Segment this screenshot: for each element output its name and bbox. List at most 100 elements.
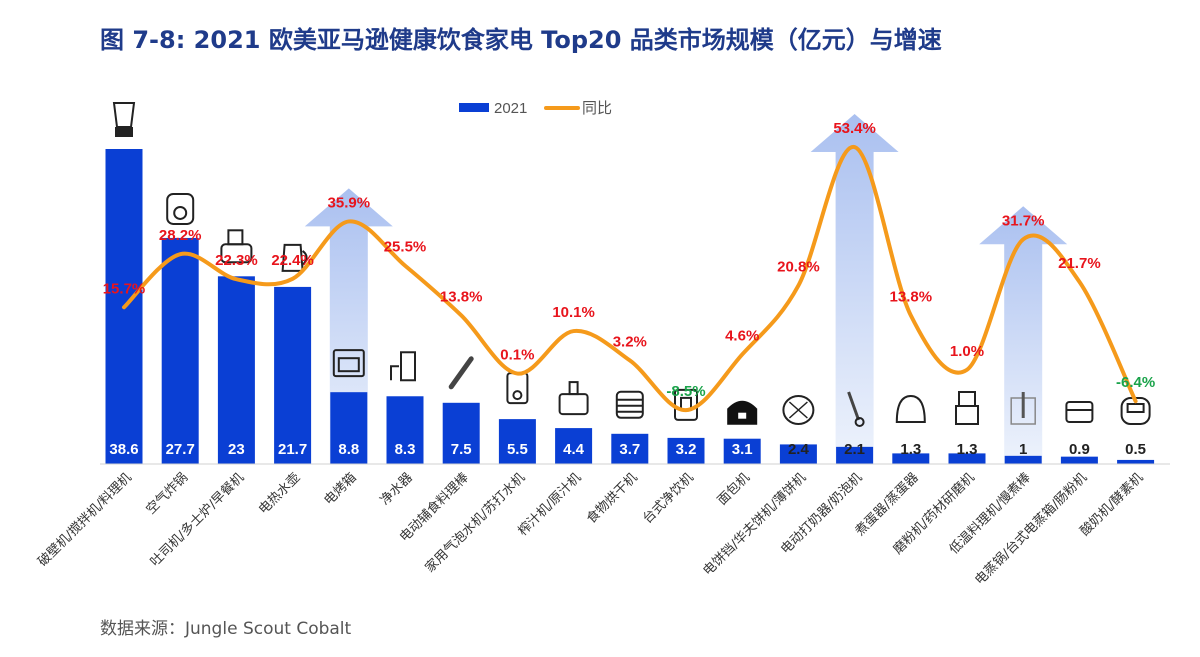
- grinder-icon: [955, 391, 979, 425]
- bar: [948, 453, 986, 464]
- growth-label: -6.4%: [1116, 374, 1155, 391]
- bar-value-label: 3.1: [732, 441, 753, 458]
- bar-value-label: 3.7: [619, 441, 640, 458]
- bread-maker-icon: [727, 400, 758, 425]
- x-axis-label: 食物烘干机: [583, 470, 640, 527]
- growth-label: 3.2%: [613, 333, 647, 350]
- x-axis-label: 电热水壶: [256, 470, 303, 517]
- milk-frother-icon: [847, 391, 865, 427]
- growth-label: 0.1%: [500, 347, 534, 364]
- bar: [892, 453, 930, 464]
- x-axis-label: 吐司机/多士炉/早餐机: [147, 470, 247, 570]
- growth-label: 28.2%: [159, 227, 202, 244]
- bar: [555, 428, 593, 464]
- bar: [274, 286, 312, 464]
- growth-label: 13.8%: [890, 288, 933, 305]
- x-axis-label: 电烤箱: [321, 470, 360, 509]
- sous-vide-icon: [1010, 392, 1036, 425]
- x-axis-label: 电饼铛/华夫饼机/薄饼机: [700, 470, 809, 579]
- legend: 2021 同比: [459, 99, 612, 117]
- bar-value-label: 38.6: [109, 441, 138, 458]
- bar-value-label: 8.3: [395, 441, 416, 458]
- kettle-icon: [281, 243, 308, 272]
- x-axis-label: 台式净饮机: [640, 470, 697, 527]
- bar-value-label: 8.8: [338, 441, 359, 458]
- bar-value-label: 4.4: [563, 441, 585, 458]
- source-note: 数据来源：Jungle Scout Cobalt: [100, 619, 352, 639]
- soda-maker-icon: [506, 372, 529, 405]
- bar-value-labels: 38.6 27.7 23 21.7 8.8 8.3 7.5 5.5 4.4 3.7 3.2 3.1 2.…: [109, 441, 1146, 458]
- growth-line: [122, 145, 1138, 413]
- egg-cooker-icon: [895, 394, 926, 423]
- bar: [1117, 459, 1155, 464]
- legend-line-label: 同比: [582, 99, 612, 117]
- growth-label: 4.6%: [725, 327, 759, 344]
- bar-value-label: 7.5: [451, 441, 472, 458]
- air-fryer-icon: [166, 192, 195, 225]
- growth-labels: 15.7% 28.2% 22.3% 22.4% 35.9% 25.5% 13.8% 0.1% 1…: [103, 120, 1155, 400]
- hand-blender-icon: [448, 356, 474, 390]
- growth-line-path: [122, 145, 1138, 413]
- growth-label: 22.4%: [271, 252, 314, 269]
- highlight-arrow: [810, 114, 899, 465]
- highlight-arrows: [304, 114, 1068, 465]
- growth-label: 21.7%: [1058, 255, 1101, 272]
- toaster-icon: [220, 229, 253, 264]
- bar: [330, 392, 368, 464]
- growth-label: 35.9%: [328, 194, 371, 211]
- bar: [667, 437, 705, 464]
- food-dryer-icon: [615, 390, 644, 419]
- growth-label: 13.8%: [440, 288, 483, 305]
- bar: [836, 446, 874, 464]
- bar-value-label: 5.5: [507, 441, 528, 458]
- growth-label: 53.4%: [833, 120, 876, 137]
- juicer-icon: [558, 381, 589, 416]
- bar: [161, 237, 199, 464]
- category-icons: [112, 102, 1151, 427]
- legend-bar-swatch: [459, 103, 489, 112]
- growth-label: 15.7%: [103, 280, 146, 297]
- bar-value-label: 1.3: [900, 441, 921, 458]
- bar: [442, 402, 480, 464]
- bar-value-label: 0.9: [1069, 441, 1090, 458]
- x-axis-label: 空气炸锅: [143, 470, 191, 518]
- legend-bar-label: 2021: [494, 100, 527, 117]
- bar-value-label: 2.4: [788, 441, 810, 458]
- x-axis-label: 家用气泡水机/苏打水机: [422, 470, 528, 576]
- x-axis-label: 破壁机/搅拌机/料理机: [35, 470, 135, 570]
- bar-value-label: 27.7: [166, 441, 195, 458]
- waffle-maker-icon: [782, 395, 815, 425]
- x-axis-label: 净水器: [378, 470, 416, 508]
- x-axis-label: 电蒸锅/台式电蒸箱/肠粉机: [972, 470, 1091, 589]
- x-axis-label: 面包机: [715, 470, 753, 508]
- bar: [1060, 456, 1098, 464]
- highlight-arrow: [979, 206, 1068, 464]
- growth-label: -8.5%: [666, 383, 705, 400]
- bar-value-label: 2.1: [844, 441, 865, 458]
- bar-value-label: 3.2: [676, 441, 697, 458]
- bar: [723, 438, 761, 464]
- bar-value-label: 1: [1019, 441, 1027, 458]
- oven-icon: [332, 349, 365, 378]
- growth-label: 25.5%: [384, 239, 427, 256]
- water-purifier-icon: [390, 351, 416, 382]
- bar: [611, 433, 649, 464]
- bar: [498, 419, 536, 464]
- bar-value-label: 0.5: [1125, 441, 1146, 458]
- growth-label: 20.8%: [777, 259, 820, 276]
- bar-value-label: 21.7: [278, 441, 307, 458]
- bar-value-label: 23: [228, 441, 245, 458]
- growth-label: 1.0%: [950, 343, 984, 360]
- growth-label: 31.7%: [1002, 212, 1045, 229]
- bar: [779, 444, 817, 464]
- chart-title: 图 7-8: 2021 欧美亚马逊健康饮食家电 Top20 品类市场规模（亿元）…: [100, 26, 942, 54]
- bar-value-label: 1.3: [957, 441, 978, 458]
- bar: [386, 396, 424, 464]
- bar: [217, 276, 255, 464]
- bar: [1004, 455, 1042, 464]
- growth-label: 22.3%: [215, 252, 258, 269]
- steamer-icon: [1065, 401, 1094, 423]
- growth-label: 10.1%: [552, 304, 595, 321]
